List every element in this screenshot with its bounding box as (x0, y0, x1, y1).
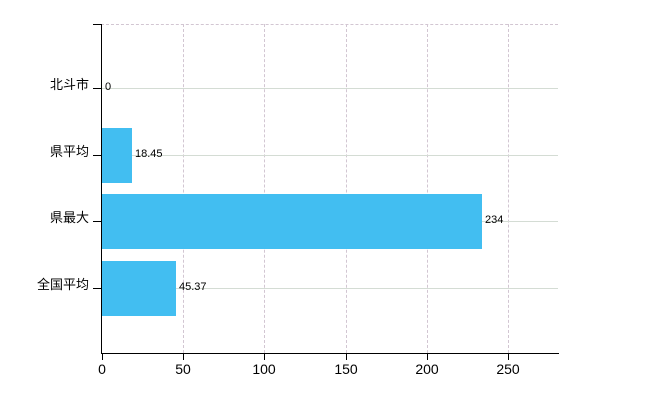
x-axis (101, 353, 559, 354)
bar (102, 261, 176, 316)
value-label: 18.45 (135, 148, 163, 160)
y-gridline (101, 288, 558, 289)
x-tick (264, 353, 265, 360)
x-gridline (183, 24, 184, 353)
category-label: 県最大 (49, 210, 89, 225)
x-tick-label: 200 (415, 361, 439, 377)
category-label: 全国平均 (36, 277, 89, 292)
x-tick-label: 50 (175, 361, 191, 377)
y-axis-top-tick (93, 24, 101, 25)
x-tick (183, 353, 184, 360)
bar (102, 128, 132, 183)
y-tick (93, 288, 101, 289)
value-label: 234 (485, 214, 504, 226)
x-gridline (264, 24, 265, 353)
x-gridline (508, 24, 509, 353)
x-tick (346, 353, 347, 360)
x-tick (508, 353, 509, 360)
y-axis (101, 24, 102, 353)
y-tick (93, 221, 101, 222)
x-tick-label: 150 (334, 361, 358, 377)
value-label: 45.37 (179, 281, 207, 293)
category-label: 県平均 (49, 144, 89, 159)
y-tick (93, 155, 101, 156)
bar (102, 194, 482, 249)
category-label: 北斗市 (49, 77, 89, 92)
x-gridline (427, 24, 428, 353)
x-tick-label: 250 (496, 361, 520, 377)
x-gridline (346, 24, 347, 353)
x-tick-label: 0 (98, 361, 106, 377)
plot-top-border (101, 24, 558, 25)
x-tick (427, 353, 428, 360)
value-label: 0 (105, 81, 112, 93)
y-tick (93, 88, 101, 89)
y-gridline (101, 88, 558, 89)
x-tick-label: 100 (252, 361, 276, 377)
y-gridline (101, 155, 558, 156)
x-tick (102, 353, 103, 360)
